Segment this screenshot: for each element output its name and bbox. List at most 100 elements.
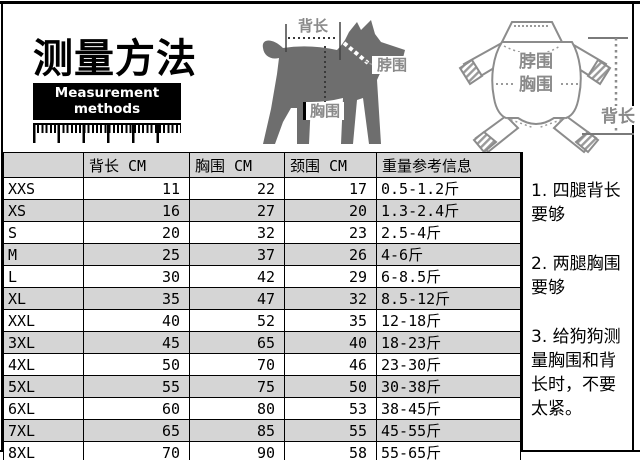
value-cell: 35	[83, 287, 190, 310]
chest-label-background	[306, 102, 344, 120]
dog-chest-label: 胸围	[310, 102, 340, 120]
table-row: 4XL 50 70 46 23-30斤	[3, 353, 521, 376]
value-cell: 27	[189, 199, 285, 222]
size-label-cell: XXL	[3, 309, 84, 332]
frame-top-border	[0, 1, 640, 4]
size-label-cell: 4XL	[3, 353, 84, 376]
value-cell: 20	[83, 221, 190, 244]
value-cell: 47	[189, 287, 285, 310]
coat-right-cuff	[586, 58, 612, 86]
value-cell: 0.5-1.2斤	[376, 177, 521, 200]
table-row: S 20 32 23 2.5-4斤	[3, 221, 521, 244]
value-cell: 65	[189, 331, 285, 354]
table-row: 8XL 70 90 58 55-65斤	[3, 441, 521, 460]
logo-subtitle-bar: Measurement methods	[33, 83, 181, 120]
value-cell: 85	[189, 419, 285, 442]
value-cell: 80	[189, 397, 285, 420]
value-cell: 40	[284, 331, 377, 354]
value-cell: 75	[189, 375, 285, 398]
value-cell: 8.5-12斤	[376, 287, 521, 310]
ruler-minor-ticks	[33, 123, 181, 133]
value-cell: 55	[284, 419, 377, 442]
logo-title: 测量方法	[33, 36, 197, 82]
size-label-cell: XS	[3, 199, 84, 222]
frame-right-border	[632, 1, 634, 451]
value-cell: 25	[83, 243, 190, 266]
table-row: XXL 40 52 35 12-18斤	[3, 309, 521, 332]
value-cell: 53	[284, 397, 377, 420]
value-cell: 45	[83, 331, 190, 354]
dog-silhouette	[262, 20, 405, 144]
coat-measurement-figure: 脖围 胸围 背长	[448, 16, 638, 160]
size-label-cell: L	[3, 265, 84, 288]
value-cell: 22	[189, 177, 285, 200]
frame-left-border	[1, 1, 3, 451]
neck-band-line	[342, 41, 370, 65]
value-cell: 16	[83, 199, 190, 222]
size-table-body: XXS 11 22 17 0.5-1.2斤 XS 16 27 20 1.3-2.4斤 S 20 32 23…	[3, 177, 521, 460]
ruler-icon	[33, 123, 181, 144]
value-cell: 50	[284, 375, 377, 398]
size-data-section: 背长 CM 胸围 CM 颈围 CM 重量参考信息 XXS 11 22 17 0.5-1.2斤 X…	[3, 152, 634, 460]
value-cell: 52	[189, 309, 285, 332]
value-cell: 65	[83, 419, 190, 442]
value-cell: 6-8.5斤	[376, 265, 521, 288]
value-cell: 20	[284, 199, 377, 222]
size-label-cell: 8XL	[3, 441, 84, 460]
value-cell: 55	[83, 375, 190, 398]
dog-neck-label: 脖围	[377, 56, 407, 74]
value-cell: 46	[284, 353, 377, 376]
note-item: 3. 给狗狗测量胸围和背长时，不要太紧。	[531, 327, 621, 419]
neck-label-background	[372, 56, 412, 74]
value-cell: 4-6斤	[376, 243, 521, 266]
value-cell: 35	[284, 309, 377, 332]
size-label-cell: XL	[3, 287, 84, 310]
column-header: 颈围 CM	[284, 152, 377, 178]
notes-panel: 1. 四腿背长要够 2. 两腿胸围要够 3. 给狗狗测量胸围和背长时，不要太紧。	[521, 152, 634, 450]
coat-back-length-label: 背长	[601, 106, 636, 127]
dog-measurement-figure: 背长 脖围 胸围	[253, 14, 423, 158]
coat-back-length-label-background	[600, 106, 636, 125]
logo-block: 测量方法 Measurement methods	[33, 36, 197, 144]
value-cell: 32	[189, 221, 285, 244]
coat-left-cuff	[458, 58, 484, 86]
value-cell: 18-23斤	[376, 331, 521, 354]
value-cell: 70	[189, 353, 285, 376]
column-header: 背长 CM	[83, 152, 190, 178]
value-cell: 17	[284, 177, 377, 200]
coat-neck-label: 脖围	[519, 51, 553, 72]
note-item: 1. 四腿背长要够	[531, 181, 621, 225]
column-header	[3, 152, 84, 178]
value-cell: 40	[83, 309, 190, 332]
value-cell: 26	[284, 243, 377, 266]
coat-neck-label-background	[514, 52, 558, 70]
table-row: 5XL 55 75 50 30-38斤	[3, 375, 521, 398]
table-row: XL 35 47 32 8.5-12斤	[3, 287, 521, 310]
value-cell: 70	[83, 441, 190, 460]
size-table: 背长 CM 胸围 CM 颈围 CM 重量参考信息 XXS 11 22 17 0.5-1.2斤 X…	[3, 152, 521, 460]
value-cell: 1.3-2.4斤	[376, 199, 521, 222]
size-label-cell: 3XL	[3, 331, 84, 354]
size-label-cell: 5XL	[3, 375, 84, 398]
value-cell: 23-30斤	[376, 353, 521, 376]
value-cell: 50	[83, 353, 190, 376]
value-cell: 30	[83, 265, 190, 288]
value-cell: 11	[83, 177, 190, 200]
size-label-cell: M	[3, 243, 84, 266]
value-cell: 29	[284, 265, 377, 288]
size-table-head: 背长 CM 胸围 CM 颈围 CM 重量参考信息	[3, 152, 521, 178]
column-header: 重量参考信息	[376, 152, 521, 178]
value-cell: 90	[189, 441, 285, 460]
table-row: 3XL 45 65 40 18-23斤	[3, 331, 521, 354]
table-row: M 25 37 26 4-6斤	[3, 243, 521, 266]
table-row: XXS 11 22 17 0.5-1.2斤	[3, 177, 521, 200]
size-label-cell: 6XL	[3, 397, 84, 420]
measurement-methods-header: 测量方法 Measurement methods 背长 脖围	[3, 4, 636, 154]
value-cell: 58	[284, 441, 377, 460]
size-table-header-row: 背长 CM 胸围 CM 颈围 CM 重量参考信息	[3, 152, 521, 178]
table-row: 7XL 65 85 55 45-55斤	[3, 419, 521, 442]
value-cell: 42	[189, 265, 285, 288]
value-cell: 12-18斤	[376, 309, 521, 332]
value-cell: 37	[189, 243, 285, 266]
coat-chest-label: 胸围	[519, 74, 553, 95]
